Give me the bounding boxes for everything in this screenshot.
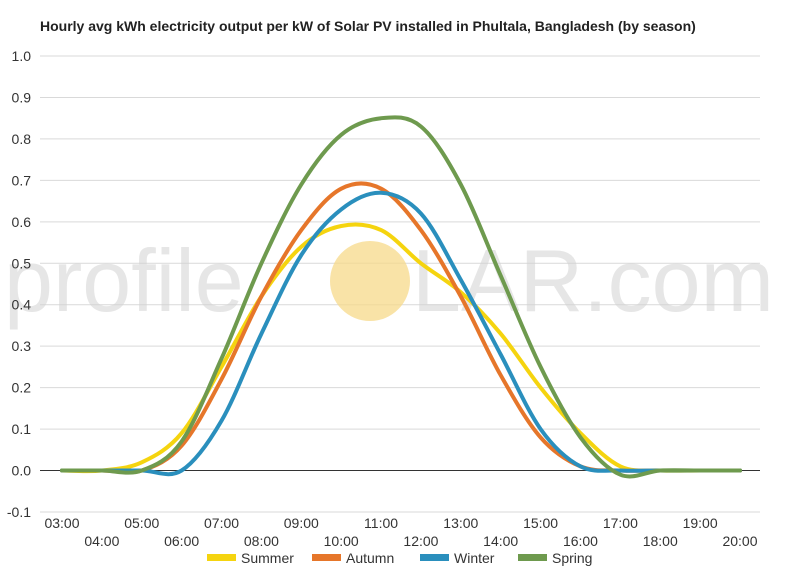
legend-swatch-winter (420, 554, 449, 561)
chart-title: Hourly avg kWh electricity output per kW… (40, 18, 696, 34)
x-tick-label: 11:00 (364, 515, 398, 531)
legend-label-autumn: Autumn (346, 550, 394, 566)
legend-label-summer: Summer (241, 550, 294, 566)
series-lines (60, 115, 742, 479)
x-axis-ticks: 03:00 04:00 05:00 06:00 07:00 08:00 09:00 10:00… (44, 515, 757, 549)
x-tick-label: 20:00 (722, 533, 757, 549)
series-line-winter (60, 190, 742, 477)
x-tick-label: 12:00 (403, 533, 438, 549)
x-tick-label: 17:00 (603, 515, 638, 531)
legend-swatch-autumn (312, 554, 341, 561)
x-tick-label: 09:00 (284, 515, 319, 531)
x-tick-label: 18:00 (643, 533, 678, 549)
x-tick-label: 13:00 (443, 515, 478, 531)
x-tick-label: 08:00 (244, 533, 279, 549)
x-tick-label: 19:00 (683, 515, 718, 531)
y-tick-label: 1.0 (12, 48, 32, 64)
watermark-sun-icon (330, 241, 410, 321)
y-tick-label: 0.5 (12, 255, 32, 271)
x-tick-label: 07:00 (204, 515, 239, 531)
series-line-spring (60, 115, 742, 479)
watermark-text-left: profile (4, 231, 244, 330)
y-tick-label: 0.0 (12, 463, 32, 479)
watermark-text-right: LAR.com (412, 231, 774, 330)
x-tick-label: 03:00 (44, 515, 79, 531)
y-tick-label: 0.7 (12, 172, 32, 188)
x-tick-label: 05:00 (124, 515, 159, 531)
y-tick-label: -0.1 (7, 504, 31, 520)
y-tick-label: 0.4 (12, 297, 32, 313)
legend-swatch-spring (518, 554, 547, 561)
y-tick-label: 0.9 (12, 89, 32, 105)
x-tick-label: 06:00 (164, 533, 199, 549)
grid-lines (40, 55, 760, 513)
x-tick-label: 15:00 (523, 515, 558, 531)
y-tick-label: 0.8 (12, 131, 32, 147)
y-tick-label: 0.1 (12, 421, 32, 437)
y-tick-label: 0.6 (12, 214, 32, 230)
y-tick-label: 0.3 (12, 338, 32, 354)
y-axis-ticks: -0.1 0.0 0.1 0.2 0.3 0.4 0.5 0.6 0.7 0.8 0.9 1.0 (7, 48, 31, 520)
legend: Summer Autumn Winter Spring (207, 550, 592, 566)
x-tick-label: 10:00 (324, 533, 359, 549)
y-tick-label: 0.2 (12, 380, 32, 396)
x-tick-label: 16:00 (563, 533, 598, 549)
legend-swatch-summer (207, 554, 236, 561)
x-tick-label: 04:00 (84, 533, 119, 549)
series-line-summer (60, 222, 742, 474)
legend-label-winter: Winter (454, 550, 495, 566)
x-tick-label: 14:00 (483, 533, 518, 549)
profilesolar-watermark: profile LAR.com (4, 231, 774, 330)
legend-label-spring: Spring (552, 550, 592, 566)
